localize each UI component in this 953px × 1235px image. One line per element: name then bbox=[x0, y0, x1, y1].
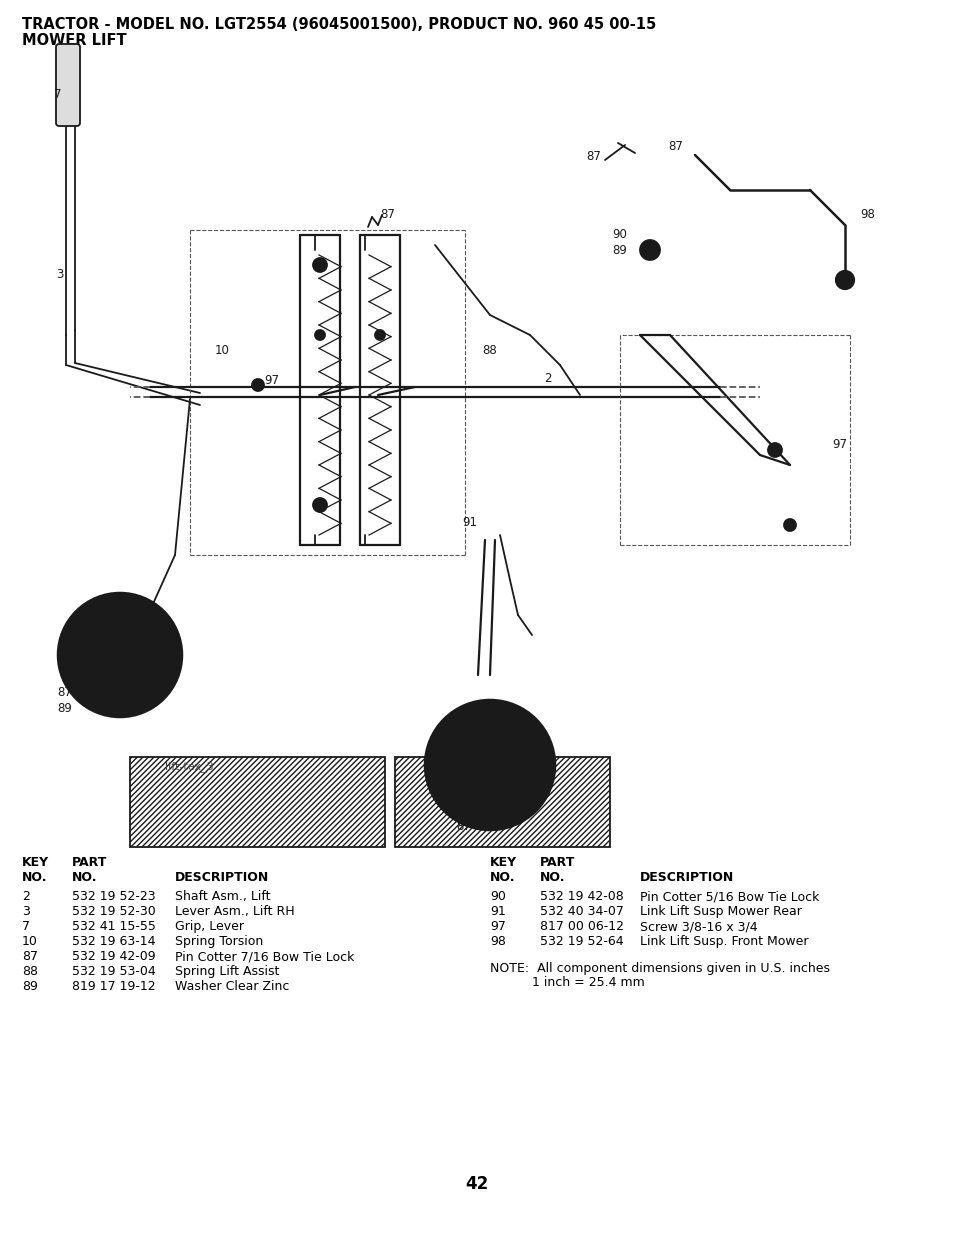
Text: 532 19 52-23: 532 19 52-23 bbox=[71, 890, 155, 903]
Text: Shaft Asm., Lift: Shaft Asm., Lift bbox=[174, 890, 271, 903]
Text: 89: 89 bbox=[612, 243, 627, 257]
Text: 7: 7 bbox=[22, 920, 30, 932]
Text: 97: 97 bbox=[264, 373, 279, 387]
Text: 87: 87 bbox=[57, 685, 72, 699]
Text: 87: 87 bbox=[22, 950, 38, 963]
Text: 10: 10 bbox=[22, 935, 38, 948]
Text: 87: 87 bbox=[586, 151, 600, 163]
Text: 532 19 42-09: 532 19 42-09 bbox=[71, 950, 155, 963]
Text: NO.: NO. bbox=[539, 871, 565, 884]
Text: NO.: NO. bbox=[22, 871, 48, 884]
Text: MOWER LIFT: MOWER LIFT bbox=[22, 33, 127, 48]
Text: KEY: KEY bbox=[490, 856, 517, 869]
Text: 88: 88 bbox=[482, 343, 497, 357]
Text: Pin Cotter 7/16 Bow Tie Lock: Pin Cotter 7/16 Bow Tie Lock bbox=[174, 950, 354, 963]
Circle shape bbox=[252, 379, 264, 391]
Circle shape bbox=[314, 330, 325, 340]
Text: 42: 42 bbox=[465, 1174, 488, 1193]
Circle shape bbox=[96, 631, 144, 679]
Text: 97: 97 bbox=[832, 438, 846, 452]
Text: Pin Cotter 5/16 Bow Tie Lock: Pin Cotter 5/16 Bow Tie Lock bbox=[639, 890, 819, 903]
Text: 2: 2 bbox=[22, 890, 30, 903]
Text: NOTE:  All component dimensions given in U.S. inches: NOTE: All component dimensions given in … bbox=[490, 962, 829, 974]
Circle shape bbox=[424, 700, 555, 830]
Text: 532 19 63-14: 532 19 63-14 bbox=[71, 935, 155, 948]
Text: 819 17 19-12: 819 17 19-12 bbox=[71, 981, 155, 993]
Text: 97: 97 bbox=[490, 920, 505, 932]
Text: 532 19 53-04: 532 19 53-04 bbox=[71, 965, 155, 978]
Text: 7: 7 bbox=[54, 89, 62, 101]
Text: 3: 3 bbox=[22, 905, 30, 918]
Circle shape bbox=[313, 258, 327, 272]
Text: 89: 89 bbox=[456, 804, 471, 816]
Text: 532 19 42-08: 532 19 42-08 bbox=[539, 890, 623, 903]
Text: 90: 90 bbox=[490, 890, 505, 903]
Text: PART: PART bbox=[71, 856, 108, 869]
Text: 88: 88 bbox=[22, 965, 38, 978]
Text: 817 00 06-12: 817 00 06-12 bbox=[539, 920, 623, 932]
Text: 87: 87 bbox=[456, 820, 471, 834]
Text: KEY: KEY bbox=[22, 856, 49, 869]
FancyBboxPatch shape bbox=[56, 44, 80, 126]
Text: Screw 3/8-16 x 3/4: Screw 3/8-16 x 3/4 bbox=[639, 920, 757, 932]
Circle shape bbox=[463, 739, 516, 790]
Circle shape bbox=[835, 270, 853, 289]
Text: 89: 89 bbox=[22, 981, 38, 993]
Text: Grip, Lever: Grip, Lever bbox=[174, 920, 244, 932]
Text: 10: 10 bbox=[214, 343, 230, 357]
Text: Spring Torsion: Spring Torsion bbox=[174, 935, 263, 948]
Text: 90: 90 bbox=[612, 228, 627, 242]
Circle shape bbox=[375, 330, 385, 340]
Text: 2: 2 bbox=[543, 373, 551, 385]
Text: 532 41 15-55: 532 41 15-55 bbox=[71, 920, 155, 932]
Text: NO.: NO. bbox=[71, 871, 97, 884]
Text: 532 40 34-07: 532 40 34-07 bbox=[539, 905, 623, 918]
Bar bbox=[395, 757, 609, 847]
Circle shape bbox=[767, 443, 781, 457]
Text: 1 inch = 25.4 mm: 1 inch = 25.4 mm bbox=[532, 976, 644, 989]
Text: 91: 91 bbox=[462, 516, 477, 530]
Text: 532 19 52-30: 532 19 52-30 bbox=[71, 905, 155, 918]
Circle shape bbox=[639, 240, 659, 261]
Text: 532 19 52-64: 532 19 52-64 bbox=[539, 935, 623, 948]
Text: NO.: NO. bbox=[490, 871, 515, 884]
Text: Lever Asm., Lift RH: Lever Asm., Lift RH bbox=[174, 905, 294, 918]
Circle shape bbox=[313, 498, 327, 513]
Text: 98: 98 bbox=[860, 209, 875, 221]
Text: lift-tex_3: lift-tex_3 bbox=[165, 761, 213, 772]
Circle shape bbox=[783, 519, 795, 531]
Circle shape bbox=[58, 593, 182, 718]
Text: DESCRIPTION: DESCRIPTION bbox=[639, 871, 734, 884]
Text: TRACTOR - MODEL NO. LGT2554 (96045001500), PRODUCT NO. 960 45 00-15: TRACTOR - MODEL NO. LGT2554 (96045001500… bbox=[22, 17, 656, 32]
Text: 3: 3 bbox=[56, 268, 64, 282]
Bar bbox=[130, 757, 385, 847]
Circle shape bbox=[644, 245, 655, 254]
Text: PART: PART bbox=[539, 856, 575, 869]
Text: Washer Clear Zinc: Washer Clear Zinc bbox=[174, 981, 289, 993]
Text: 91: 91 bbox=[490, 905, 505, 918]
Text: Spring Lift Assist: Spring Lift Assist bbox=[174, 965, 279, 978]
Text: 87: 87 bbox=[668, 141, 682, 153]
Text: Link Lift Susp Mower Rear: Link Lift Susp Mower Rear bbox=[639, 905, 801, 918]
Text: 87: 87 bbox=[380, 209, 395, 221]
Text: 98: 98 bbox=[490, 935, 505, 948]
Text: Link Lift Susp. Front Mower: Link Lift Susp. Front Mower bbox=[639, 935, 807, 948]
Text: DESCRIPTION: DESCRIPTION bbox=[174, 871, 269, 884]
Text: 89: 89 bbox=[57, 701, 72, 715]
